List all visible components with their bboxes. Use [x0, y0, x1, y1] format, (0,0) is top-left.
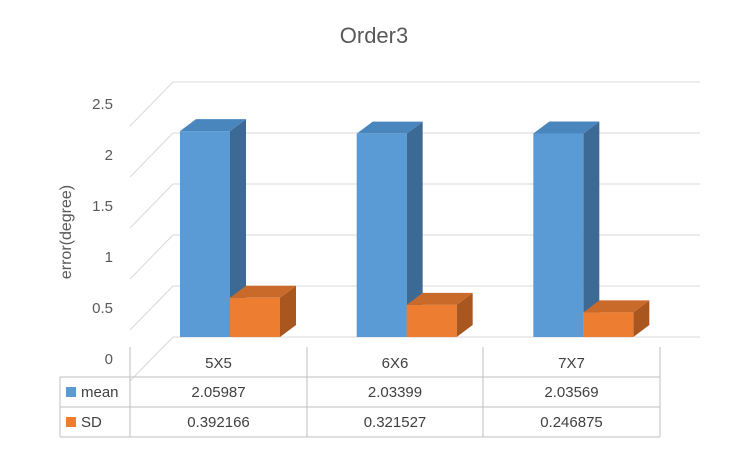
y-axis-title: error(degree) — [58, 185, 75, 279]
bar-top — [356, 121, 423, 134]
y-tick-label: 0.5 — [92, 300, 113, 317]
bar-sd-6x6 — [406, 292, 473, 337]
data-table: 5X5 6X6 7X7 mean 2.05987 2.03399 2.03569 SD 0.39… — [59, 347, 661, 438]
bar-front — [356, 133, 407, 337]
bar-side — [406, 121, 423, 337]
bar-side — [583, 121, 600, 338]
bar-side — [230, 119, 246, 337]
bar-top — [533, 121, 600, 134]
bar-mean-7x7 — [533, 121, 600, 338]
y-tick-label: 0 — [105, 351, 113, 368]
data-label: 2.03399 — [368, 384, 422, 401]
data-label: 0.246875 — [540, 414, 603, 431]
category-label: 7X7 — [558, 355, 585, 372]
bar-front — [583, 312, 634, 337]
data-label: 2.05987 — [191, 384, 245, 401]
bar-top — [583, 300, 650, 313]
gridline-diagonal — [129, 336, 174, 382]
bar-front — [406, 304, 457, 337]
data-label: 0.321527 — [364, 414, 427, 431]
bar-front — [180, 131, 230, 337]
bar-side — [456, 292, 473, 337]
bar-top — [406, 292, 473, 305]
gridline-diagonal — [129, 81, 174, 127]
bar-sd-7x7 — [583, 300, 650, 337]
category-label: 5X5 — [205, 355, 232, 372]
gridline-diagonal — [129, 132, 174, 178]
bar-sd-5x5 — [230, 285, 296, 337]
y-tick-label: 1.5 — [92, 198, 113, 215]
legend-swatch-mean — [66, 387, 76, 397]
bar-front — [230, 297, 280, 337]
bar-mean-6x6 — [356, 121, 423, 337]
category-label: 6X6 — [382, 355, 409, 372]
legend-swatch-sd — [66, 417, 76, 427]
y-axis-ticks: 0 0.5 1 1.5 2 2.5 — [92, 96, 113, 368]
bar-top — [230, 285, 296, 298]
bar-top — [180, 119, 246, 132]
legend-label-sd: SD — [81, 414, 102, 431]
y-tick-label: 1 — [105, 249, 113, 266]
chart-title: Order3 — [340, 23, 408, 48]
bar-mean-5x5 — [180, 119, 246, 337]
legend-label-mean: mean — [81, 384, 119, 401]
gridline-diagonal — [129, 234, 174, 280]
y-tick-label: 2.5 — [92, 96, 113, 113]
gridline-diagonal — [129, 285, 174, 331]
chart-bars — [180, 119, 650, 338]
bar-front — [533, 133, 584, 337]
y-tick-label: 2 — [105, 147, 113, 164]
bar-side — [280, 285, 296, 337]
bar-side — [633, 300, 650, 337]
data-label: 0.392166 — [187, 414, 250, 431]
data-label: 2.03569 — [544, 384, 598, 401]
gridline-diagonal — [129, 183, 174, 229]
